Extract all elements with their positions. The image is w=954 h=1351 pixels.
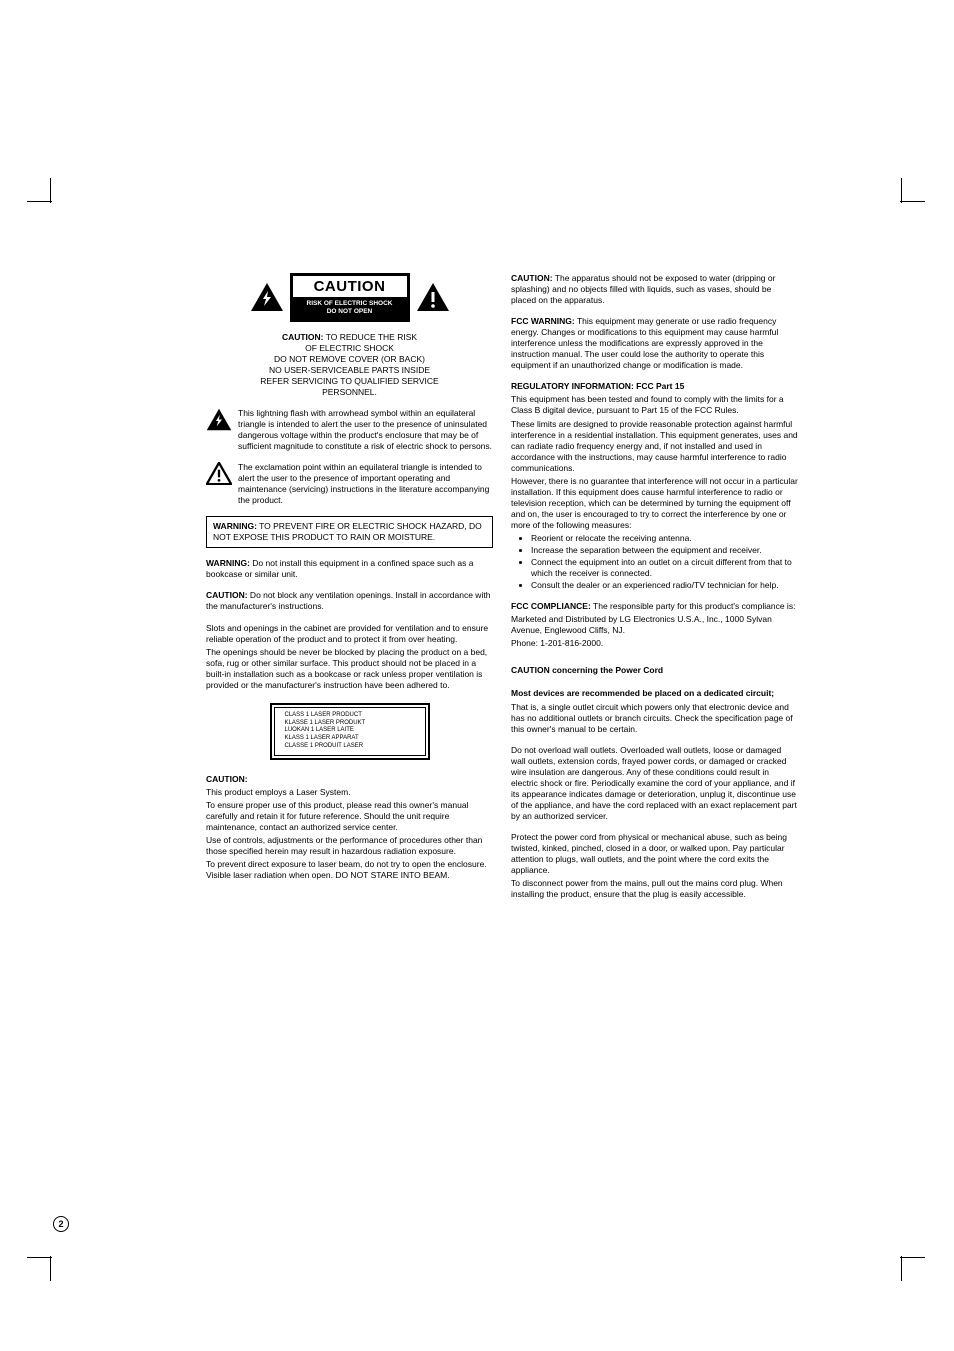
- left-column: CAUTION RISK OF ELECTRIC SHOCK DO NOT OP…: [206, 273, 493, 910]
- bullet-item: Reorient or relocate the receiving anten…: [531, 533, 798, 544]
- page-number: 2: [53, 1216, 69, 1232]
- lightning-triangle-icon: [250, 282, 284, 312]
- caution-laser-4: To prevent direct exposure to laser beam…: [206, 859, 493, 881]
- power-cord-subtitle: Most devices are recommended be placed o…: [511, 688, 798, 699]
- crop-mark: [901, 1256, 902, 1281]
- power-cord-p3: Protect the power cord from physical or …: [511, 832, 798, 876]
- fcc-warning: FCC WARNING: This equipment may generate…: [511, 316, 798, 371]
- crop-mark: [901, 178, 902, 203]
- caution-laser-heading: CAUTION:: [206, 774, 493, 785]
- slots-para-1: Slots and openings in the cabinet are pr…: [206, 623, 493, 645]
- warning-fire-box: WARNING: TO PREVENT FIRE OR ELECTRIC SHO…: [206, 516, 493, 548]
- caution-title: CAUTION: [293, 276, 407, 297]
- regulatory-bullets: Reorient or relocate the receiving anten…: [511, 533, 798, 591]
- exclamation-triangle-icon: [416, 282, 450, 312]
- regulatory-p2: These limits are designed to provide rea…: [511, 419, 798, 474]
- regulatory-p1: This equipment has been tested and found…: [511, 394, 798, 416]
- crop-mark: [50, 178, 51, 203]
- caution-ventilation: CAUTION: Do not block any ventilation op…: [206, 590, 493, 612]
- lightning-explanation: This lightning flash with arrowhead symb…: [206, 408, 493, 452]
- phone-number: Phone: 1-201-816-2000.: [511, 638, 798, 649]
- caution-subtitle: RISK OF ELECTRIC SHOCK DO NOT OPEN: [293, 297, 407, 319]
- regulatory-p3: However, there is no guarantee that inte…: [511, 476, 798, 531]
- power-cord-p2: Do not overload wall outlets. Overloaded…: [511, 745, 798, 822]
- right-column: CAUTION: The apparatus should not be exp…: [511, 273, 798, 910]
- slots-para-2: The openings should be never be blocked …: [206, 647, 493, 691]
- crop-mark: [27, 201, 52, 202]
- fcc-compliance: FCC COMPLIANCE: The responsible party fo…: [511, 601, 798, 612]
- lightning-triangle-icon: [206, 408, 232, 431]
- warning-install: WARNING: Do not install this equipment i…: [206, 558, 493, 580]
- exclamation-triangle-icon: [206, 462, 232, 485]
- power-cord-title: CAUTION concerning the Power Cord: [511, 665, 798, 676]
- power-cord-p4: To disconnect power from the mains, pull…: [511, 878, 798, 900]
- caution-laser-1: This product employs a Laser System.: [206, 787, 493, 798]
- lightning-text: This lightning flash with arrowhead symb…: [238, 408, 493, 452]
- crop-mark: [27, 1257, 52, 1258]
- caution-box: CAUTION RISK OF ELECTRIC SHOCK DO NOT OP…: [290, 273, 410, 322]
- caution-laser-3: Use of controls, adjustments or the perf…: [206, 835, 493, 857]
- caution-header: CAUTION RISK OF ELECTRIC SHOCK DO NOT OP…: [206, 273, 493, 322]
- exclamation-text: The exclamation point within an equilate…: [238, 462, 493, 506]
- caution-reduce-risk: CAUTION: TO REDUCE THE RISK OF ELECTRIC …: [206, 332, 493, 398]
- crop-mark: [900, 1257, 925, 1258]
- exclamation-explanation: The exclamation point within an equilate…: [206, 462, 493, 506]
- caution-laser-2: To ensure proper use of this product, pl…: [206, 800, 493, 833]
- document-page: CAUTION RISK OF ELECTRIC SHOCK DO NOT OP…: [206, 273, 798, 910]
- crop-mark: [50, 1256, 51, 1281]
- bullet-item: Connect the equipment into an outlet on …: [531, 557, 798, 579]
- bullet-item: Consult the dealer or an experienced rad…: [531, 580, 798, 591]
- regulatory-title: REGULATORY INFORMATION: FCC Part 15: [511, 381, 798, 392]
- bullet-item: Increase the separation between the equi…: [531, 545, 798, 556]
- caution-water: CAUTION: The apparatus should not be exp…: [511, 273, 798, 306]
- laser-class-label: CLASS 1 LASER PRODUCT KLASSE 1 LASER PRO…: [270, 703, 430, 760]
- crop-mark: [900, 201, 925, 202]
- power-cord-p1: That is, a single outlet circuit which p…: [511, 702, 798, 735]
- marketed-by: Marketed and Distributed by LG Electroni…: [511, 614, 798, 636]
